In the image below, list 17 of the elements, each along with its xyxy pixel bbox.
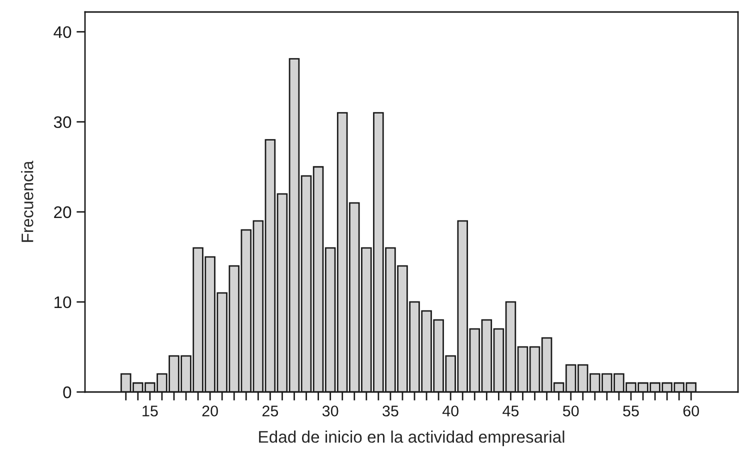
y-tick-label: 20 [54, 206, 72, 218]
x-tick-label: 40 [442, 406, 458, 416]
y-tick-label: 10 [54, 296, 72, 308]
y-tick-label: 0 [63, 386, 72, 398]
x-tick-label: 50 [562, 406, 579, 416]
x-tick-label: 20 [202, 406, 218, 416]
x-tick-label: 15 [142, 406, 158, 416]
y-axis-title: Frecuencia [21, 160, 34, 242]
y-tick-label: 40 [54, 26, 72, 38]
x-tick-label: 30 [322, 406, 338, 416]
x-tick-label: 25 [262, 406, 278, 416]
x-tick-label: 45 [502, 406, 519, 416]
x-tick-label: 55 [623, 406, 639, 416]
x-axis-title: Edad de inicio en la actividad empresarial [259, 430, 564, 446]
x-tick-label: 60 [683, 406, 699, 416]
y-tick-label: 30 [54, 116, 72, 128]
x-tick-label: 35 [382, 406, 398, 416]
